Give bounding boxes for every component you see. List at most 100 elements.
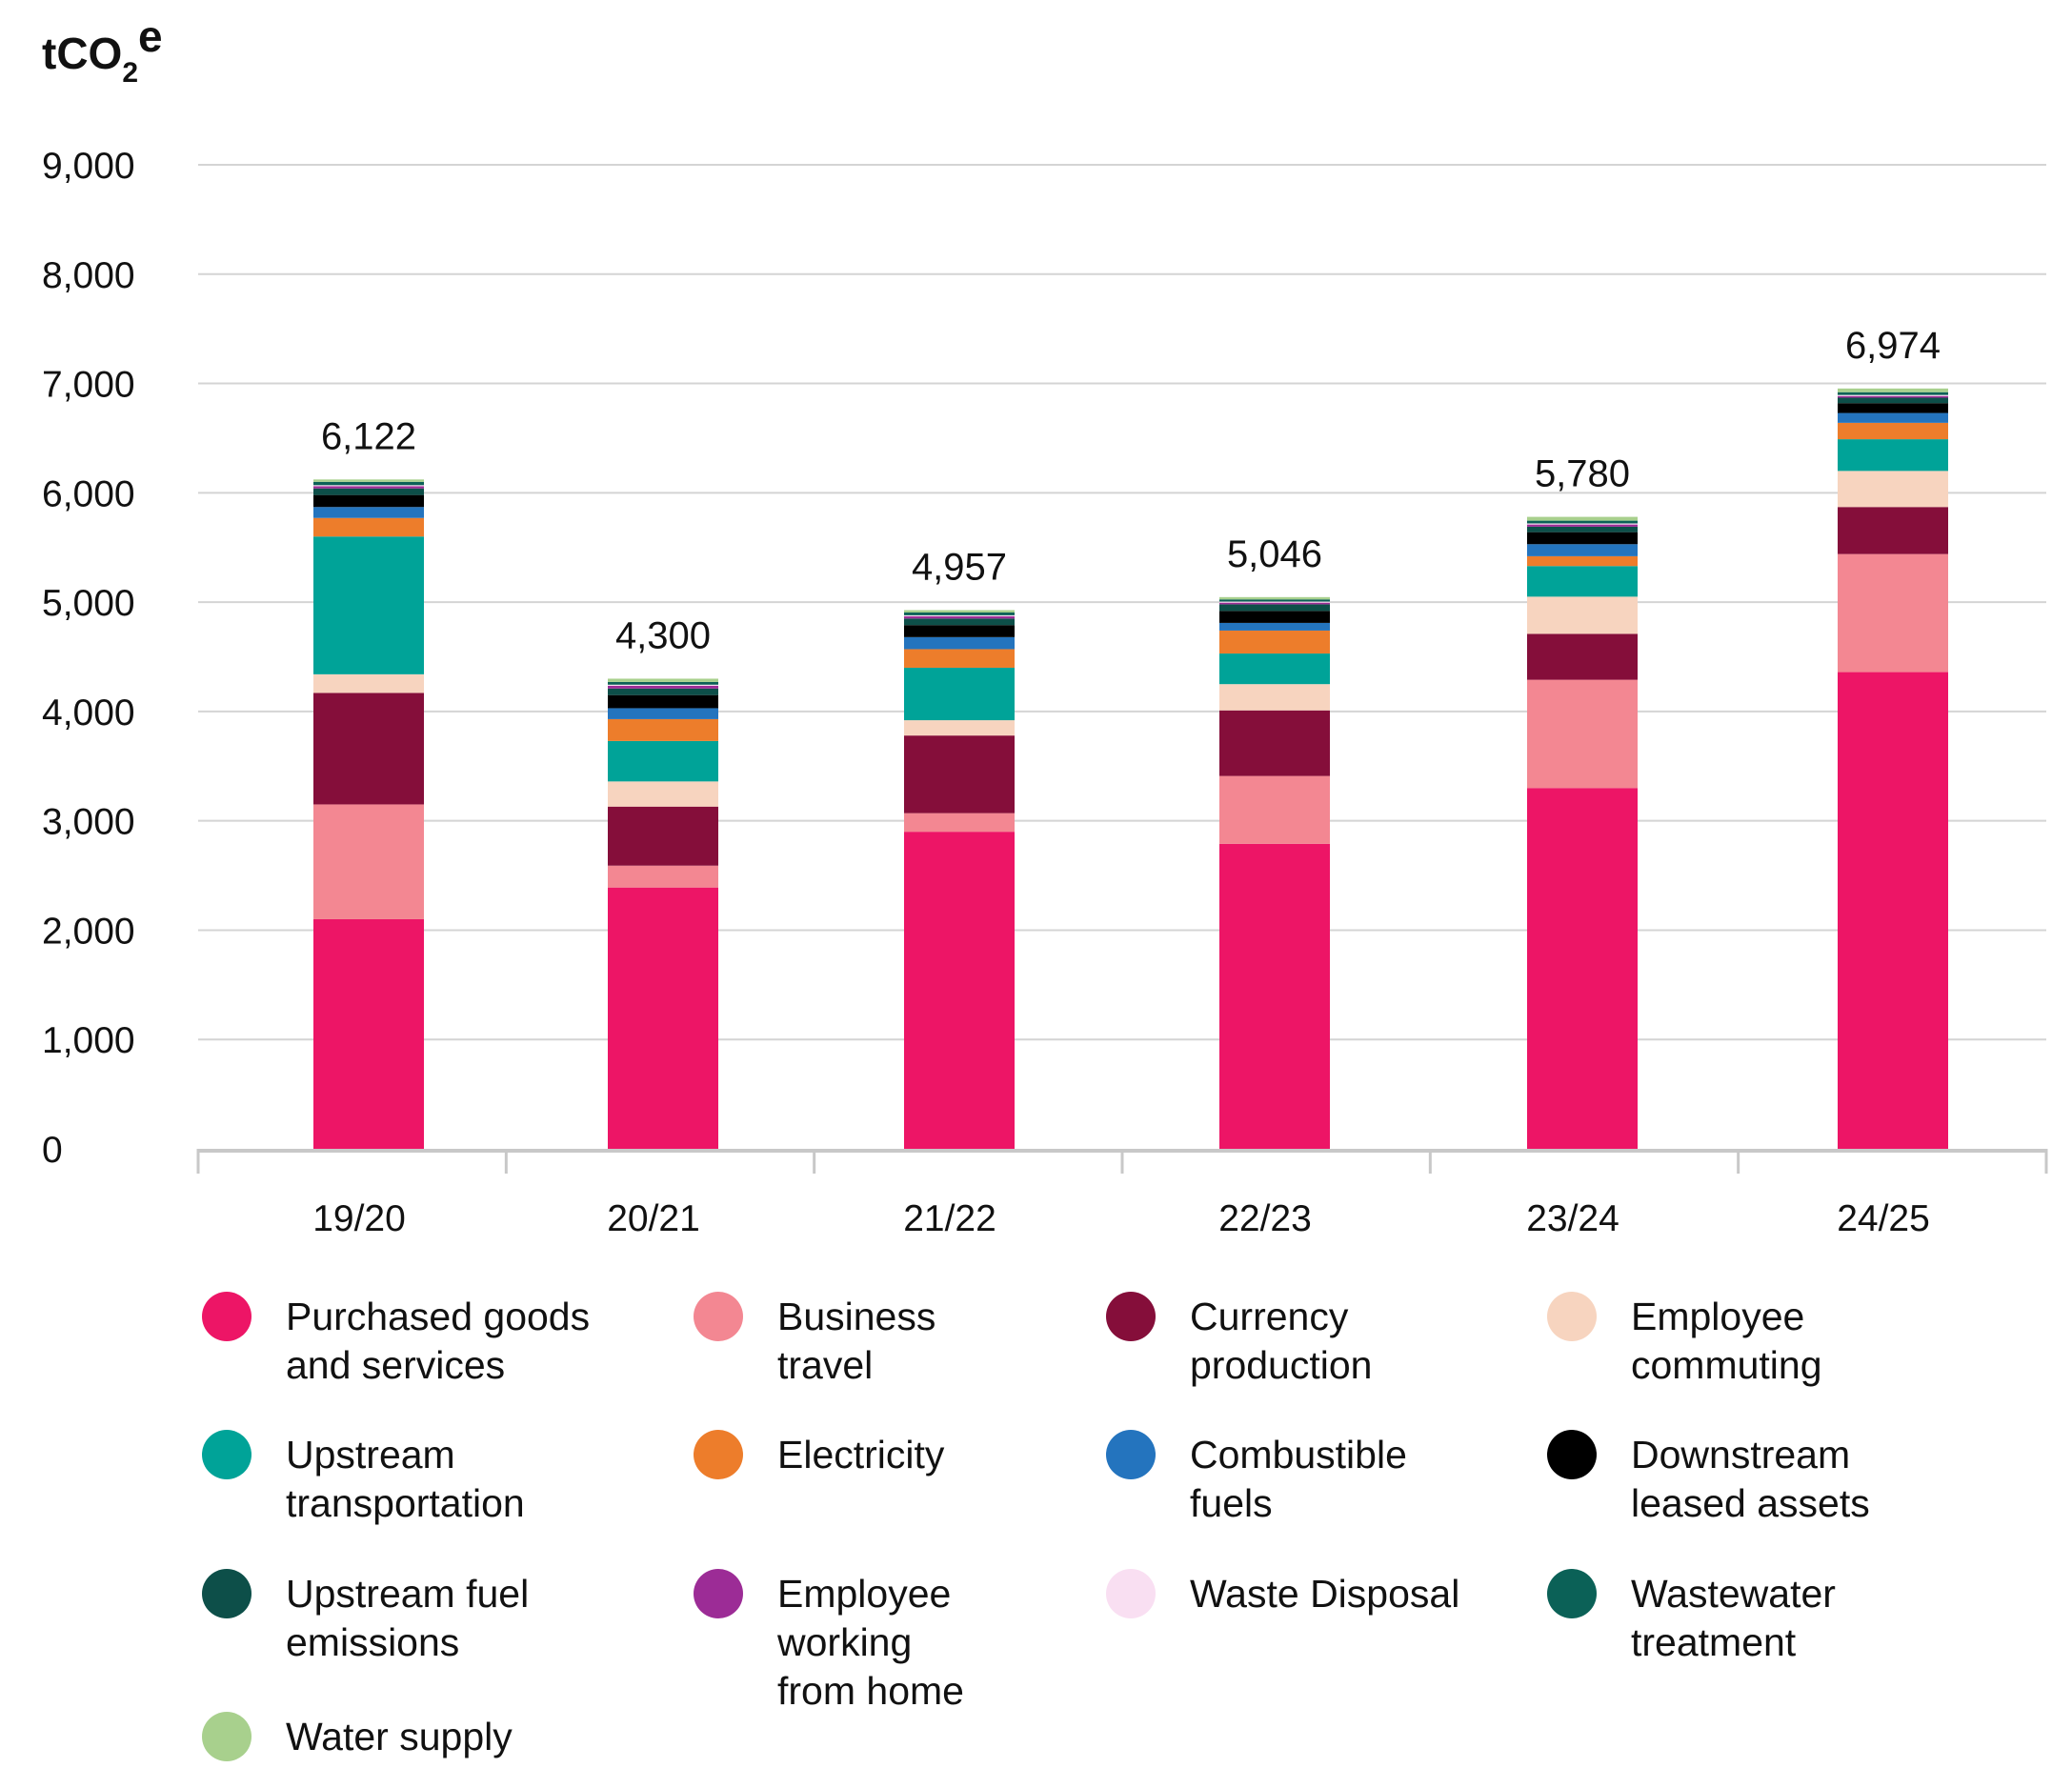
bar-segment-23-24-waste-disposal (1527, 523, 1638, 525)
bar-segment-20-21-upstream-fuel-emissions (608, 688, 718, 695)
bar-segment-20-21-downstream-leased-assets (608, 694, 718, 709)
bar-segment-22-23-business-travel (1219, 775, 1330, 844)
bar-stack-20-21 (608, 678, 718, 1149)
legend-swatch-upstream-transportation (202, 1430, 251, 1479)
y-tick-label-4000: 4,000 (42, 693, 135, 733)
legend-label-combustible-fuels: Combustible fuels (1190, 1433, 1407, 1525)
legend-swatch-employee-working-from-home (694, 1569, 743, 1618)
total-label-24-25: 6,974 (1845, 325, 1941, 367)
legend-label-business-travel: Business travel (777, 1295, 935, 1387)
bar-segment-23-24-wastewater-treatment (1527, 520, 1638, 524)
y-tick-label-6000: 6,000 (42, 473, 135, 514)
x-tick-label-19-20: 19/20 (312, 1198, 406, 1239)
bar-segment-23-24-upstream-fuel-emissions (1527, 526, 1638, 532)
bar-segment-24-25-wastewater-treatment (1838, 392, 1948, 395)
legend-item-currency-production: Currency production (1106, 1292, 1372, 1387)
bar-segment-20-21-purchased-goods-and-services (608, 887, 718, 1149)
bar-segment-24-25-water-supply (1838, 388, 1948, 392)
x-tick-label-22-23: 22/23 (1218, 1198, 1312, 1239)
bar-segment-21-22-purchased-goods-and-services (904, 832, 1015, 1149)
bar-segment-19-20-wastewater-treatment (313, 481, 424, 486)
legend-swatch-downstream-leased-assets (1547, 1430, 1597, 1479)
legend-label-waste-disposal: Waste Disposal (1190, 1572, 1459, 1616)
x-tick-label-21-22: 21/22 (903, 1198, 996, 1239)
bar-segment-20-21-upstream-transportation (608, 740, 718, 782)
bar-stack-22-23 (1219, 596, 1330, 1149)
bar-segment-24-25-business-travel (1838, 553, 1948, 673)
legend: Purchased goods and services Business trave… (202, 1292, 1870, 1761)
bar-segment-24-25-combustible-fuels (1838, 412, 1948, 423)
legend-item-purchased-goods-and-services: Purchased goods and services (202, 1292, 590, 1387)
bar-segment-20-21-currency-production (608, 806, 718, 866)
legend-item-waste-disposal: Waste Disposal (1106, 1569, 1459, 1618)
bar-segment-22-23-downstream-leased-assets (1219, 611, 1330, 623)
bar-segment-19-20-currency-production (313, 693, 424, 805)
bar-segment-21-22-water-supply (904, 610, 1015, 613)
y-tick-label-9000: 9,000 (42, 146, 135, 187)
bar-segment-22-23-employee-commuting (1219, 684, 1330, 711)
x-tick-label-20-21: 20/21 (607, 1198, 700, 1239)
bar-stack-21-22 (904, 610, 1015, 1149)
legend-swatch-combustible-fuels (1106, 1430, 1156, 1479)
legend-item-employee-working-from-home: Employee working from home (694, 1569, 964, 1713)
legend-item-electricity: Electricity (694, 1430, 945, 1479)
y-tick-label-5000: 5,000 (42, 583, 135, 624)
total-label-19-20: 6,122 (321, 415, 416, 457)
bar-segment-24-25-purchased-goods-and-services (1838, 672, 1948, 1149)
bar-segment-20-21-employee-commuting (608, 781, 718, 807)
legend-swatch-employee-commuting (1547, 1292, 1597, 1341)
bar-segment-20-21-electricity (608, 718, 718, 741)
y-tick-label-1000: 1,000 (42, 1020, 135, 1061)
bar-segment-21-22-wastewater-treatment (904, 613, 1015, 615)
bar-segment-23-24-employee-working-from-home (1527, 524, 1638, 527)
bar-segment-24-25-downstream-leased-assets (1838, 403, 1948, 413)
legend-swatch-upstream-fuel-emissions (202, 1569, 251, 1618)
bar-segment-23-24-business-travel (1527, 679, 1638, 789)
bar-segment-22-23-purchased-goods-and-services (1219, 843, 1330, 1149)
total-label-20-21: 4,300 (615, 614, 711, 656)
unit-label: tCO2e (42, 11, 163, 89)
legend-label-upstream-fuel-emissions: Upstream fuel emissions (286, 1572, 529, 1664)
legend-swatch-business-travel (694, 1292, 743, 1341)
bar-segment-24-25-employee-commuting (1838, 471, 1948, 508)
legend-item-wastewater-treatment: Wastewater treatment (1547, 1569, 1836, 1664)
x-tick-label-23-24: 23/24 (1526, 1198, 1619, 1239)
legend-swatch-purchased-goods-and-services (202, 1292, 251, 1341)
bar-segment-23-24-upstream-transportation (1527, 566, 1638, 597)
legend-label-electricity: Electricity (777, 1433, 945, 1477)
bar-segment-19-20-upstream-transportation (313, 536, 424, 674)
bar-segment-23-24-electricity (1527, 555, 1638, 567)
bar-segment-21-22-upstream-fuel-emissions (904, 618, 1015, 626)
bar-segment-21-22-currency-production (904, 735, 1015, 814)
bar-segment-24-25-waste-disposal (1838, 394, 1948, 396)
bar-segment-19-20-water-supply (313, 479, 424, 482)
legend-swatch-electricity (694, 1430, 743, 1479)
bar-segment-21-22-upstream-transportation (904, 667, 1015, 721)
bar-segment-23-24-combustible-fuels (1527, 544, 1638, 556)
unit-label-text: tCO2e (42, 11, 163, 89)
legend-item-water-supply: Water supply (202, 1712, 513, 1761)
y-tick-label-7000: 7,000 (42, 365, 135, 406)
x-axis: 19/20 20/21 21/22 22/23 23/24 24/25 (196, 1149, 2048, 1239)
bar-segment-20-21-employee-working-from-home (608, 685, 718, 689)
bar-segment-23-24-currency-production (1527, 633, 1638, 680)
total-label-22-23: 5,046 (1227, 533, 1322, 575)
bar-segment-19-20-upstream-fuel-emissions (313, 488, 424, 495)
bar-segment-20-21-combustible-fuels (608, 708, 718, 719)
bar-segment-22-23-water-supply (1219, 596, 1330, 600)
bar-segment-21-22-employee-working-from-home (904, 616, 1015, 619)
legend-swatch-waste-disposal (1106, 1569, 1156, 1618)
bar-segment-23-24-downstream-leased-assets (1527, 532, 1638, 545)
x-tick-label-24-25: 24/25 (1837, 1198, 1930, 1239)
bar-segment-21-22-waste-disposal (904, 614, 1015, 617)
legend-item-employee-commuting: Employee commuting (1547, 1292, 1822, 1387)
bar-segment-19-20-combustible-fuels (313, 507, 424, 518)
y-tick-label-0: 0 (42, 1130, 63, 1171)
bar-segment-24-25-electricity (1838, 422, 1948, 440)
legend-label-water-supply: Water supply (286, 1715, 513, 1758)
legend-label-employee-working-from-home: Employee working from home (776, 1572, 964, 1713)
legend-item-upstream-fuel-emissions: Upstream fuel emissions (202, 1569, 529, 1664)
y-axis: 0 1,000 2,000 3,000 4,000 5,000 6,000 7,000 8,00… (42, 146, 135, 1171)
legend-swatch-water-supply (202, 1712, 251, 1761)
